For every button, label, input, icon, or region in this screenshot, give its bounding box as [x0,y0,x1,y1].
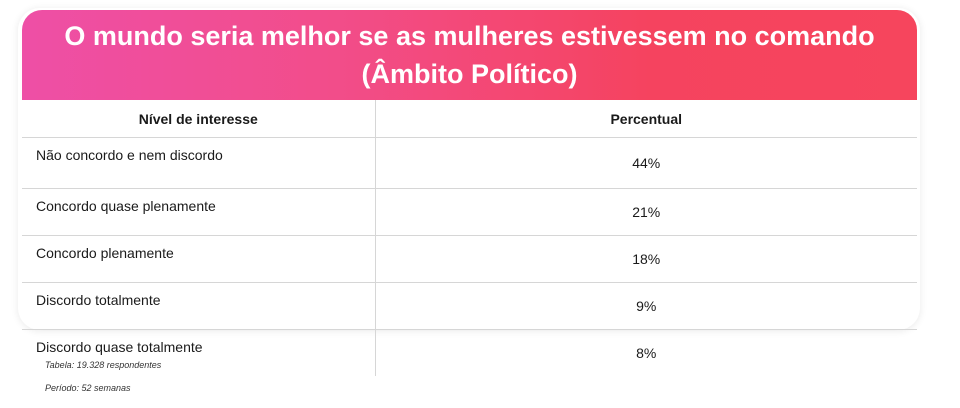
row-value: 8% [636,345,657,361]
row-label: Concordo plenamente [22,235,376,283]
title-banner: O mundo seria melhor se as mulheres esti… [22,10,917,100]
page-title: O mundo seria melhor se as mulheres esti… [64,21,875,89]
data-table: Nível de interesse Percentual Não concor… [22,100,917,376]
row-value: 44% [375,137,917,189]
row-value: 9% [375,282,917,330]
row-label: Não concordo e nem discordo [22,137,376,189]
period-note: Período: 52 semanas [45,383,131,393]
table-row: Discordo quase totalmente 8% [22,329,917,376]
table-row: Concordo plenamente 18% [22,235,917,283]
row-label: Discordo quase totalmente [22,329,376,376]
row-value: 21% [375,188,917,236]
column-header-percent: Percentual [375,100,917,138]
column-header-level: Nível de interesse [22,100,376,138]
row-value: 18% [375,235,917,283]
respondents-note: Tabela: 19.328 respondentes [45,360,162,370]
table-row: Não concordo e nem discordo 44% [22,137,917,189]
table-row: Concordo quase plenamente 21% [22,188,917,236]
table-row: Discordo totalmente 9% [22,282,917,330]
row-label: Discordo totalmente [22,282,376,330]
table-header-row: Nível de interesse Percentual [22,100,917,138]
row-label: Concordo quase plenamente [22,188,376,236]
